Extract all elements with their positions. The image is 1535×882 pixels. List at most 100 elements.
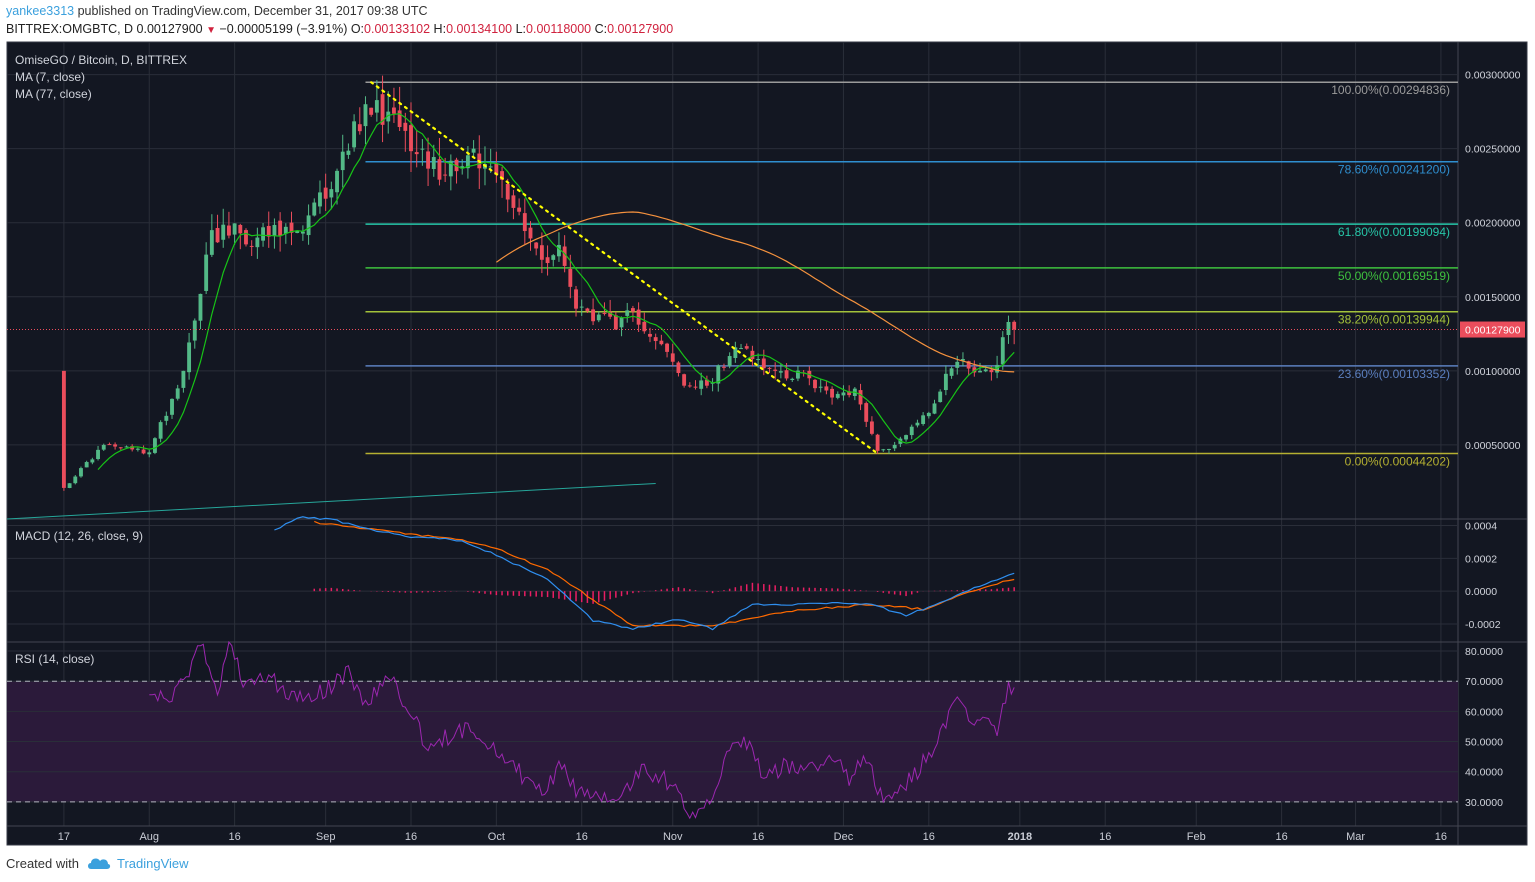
candle-down bbox=[773, 369, 778, 371]
x-tick-label: 16 bbox=[1275, 831, 1287, 843]
candle-up bbox=[318, 192, 322, 207]
candle-down bbox=[437, 159, 442, 180]
candle-down bbox=[380, 94, 385, 125]
candle-down bbox=[858, 390, 863, 405]
candle-down bbox=[403, 122, 408, 131]
candle-up bbox=[932, 403, 937, 414]
last-price-label: 0.00127900 bbox=[1465, 325, 1521, 337]
candle-down bbox=[568, 268, 573, 287]
candle-up bbox=[943, 373, 948, 391]
candle-up bbox=[1000, 337, 1005, 365]
candle-down bbox=[585, 308, 590, 312]
candle-down bbox=[414, 152, 419, 155]
candle-up bbox=[733, 347, 738, 358]
x-tick-label: 2018 bbox=[1008, 831, 1032, 843]
x-tick-label: Sep bbox=[316, 831, 336, 843]
created-with-text: Created with bbox=[6, 856, 79, 871]
low-value: 0.00118000 bbox=[526, 22, 592, 36]
fib-level-label: 23.60%(0.00103352) bbox=[1338, 367, 1450, 381]
candle-down bbox=[238, 224, 243, 234]
candle-up bbox=[448, 160, 453, 177]
candle-down bbox=[61, 370, 66, 488]
candle-down bbox=[847, 391, 852, 396]
rsi-tick-label: 40.0000 bbox=[1465, 767, 1503, 779]
candle-down bbox=[266, 225, 271, 237]
candle-up bbox=[192, 320, 197, 341]
candle-down bbox=[966, 361, 971, 369]
candle-up bbox=[790, 378, 795, 381]
ma77-legend: MA (77, close) bbox=[15, 87, 92, 101]
down-triangle-icon: ▼ bbox=[206, 25, 216, 36]
candle-up bbox=[352, 121, 357, 148]
candle-down bbox=[511, 195, 516, 208]
rsi-tick-label: 80.0000 bbox=[1465, 646, 1503, 658]
candle-down bbox=[397, 110, 402, 128]
candle-up bbox=[124, 446, 129, 448]
candle-up bbox=[835, 393, 840, 398]
candle-up bbox=[579, 306, 584, 308]
price-tick-label: 0.00050000 bbox=[1465, 440, 1521, 452]
x-tick-label: 16 bbox=[752, 831, 764, 843]
price-tick-label: 0.00200000 bbox=[1465, 218, 1521, 230]
symbol-info: BITTREX:OMGBTC, D 0.00127900 ▼ −0.000051… bbox=[6, 22, 673, 36]
candle-up bbox=[926, 412, 931, 417]
candle-down bbox=[591, 309, 596, 322]
candle-up bbox=[90, 459, 95, 463]
candle-up bbox=[949, 368, 954, 376]
fib-trend-line bbox=[370, 81, 879, 455]
price-tick-label: 0.00150000 bbox=[1465, 292, 1521, 304]
candle-down bbox=[813, 379, 817, 389]
candle-down bbox=[107, 444, 112, 446]
candle-down bbox=[659, 340, 664, 345]
candle-down bbox=[522, 213, 527, 232]
candle-up bbox=[938, 391, 943, 403]
candle-down bbox=[665, 343, 669, 352]
rsi-tick-label: 30.0000 bbox=[1465, 797, 1503, 809]
price-tick-label: 0.00100000 bbox=[1465, 366, 1521, 378]
candle-up bbox=[619, 317, 624, 328]
tradingview-link[interactable]: TradingView bbox=[116, 856, 189, 871]
candle-up bbox=[147, 452, 152, 455]
support-trend-line bbox=[6, 482, 656, 520]
candle-down bbox=[824, 386, 829, 391]
x-tick-label: Mar bbox=[1346, 831, 1365, 843]
candle-up bbox=[431, 157, 436, 169]
candle-down bbox=[682, 374, 687, 386]
candle-up bbox=[261, 227, 265, 241]
candle-down bbox=[989, 369, 994, 373]
candle-up bbox=[135, 448, 140, 450]
candle-down bbox=[226, 225, 231, 236]
publish-text: published on TradingView.com, December 3… bbox=[74, 4, 428, 18]
candle-down bbox=[761, 358, 766, 369]
high-label: H: bbox=[430, 22, 447, 36]
candle-down bbox=[494, 163, 499, 175]
candle-up bbox=[892, 444, 897, 449]
candle-up bbox=[1006, 321, 1011, 336]
candle-down bbox=[539, 245, 544, 260]
candle-up bbox=[796, 370, 800, 379]
author-link[interactable]: yankee3313 bbox=[6, 4, 75, 18]
candle-up bbox=[363, 104, 368, 127]
candle-up bbox=[921, 415, 926, 424]
candle-down bbox=[562, 246, 567, 266]
fib-level-label: 50.00%(0.00169519) bbox=[1338, 269, 1450, 283]
low-label: L: bbox=[512, 22, 527, 36]
close-label: C: bbox=[591, 22, 608, 36]
candle-up bbox=[716, 365, 721, 384]
candle-up bbox=[164, 415, 169, 421]
price-change: −0.00005199 (−3.91%) bbox=[216, 22, 348, 36]
x-tick-label: Nov bbox=[663, 831, 683, 843]
ma77-line bbox=[496, 211, 1015, 373]
candle-up bbox=[96, 449, 100, 460]
rsi-tick-label: 50.0000 bbox=[1465, 737, 1503, 749]
candle-down bbox=[528, 227, 533, 239]
candle-up bbox=[778, 371, 783, 373]
candle-down bbox=[113, 444, 118, 447]
last-price-tag bbox=[1460, 321, 1525, 338]
price-tick-label: 0.00250000 bbox=[1465, 144, 1521, 156]
candle-down bbox=[357, 124, 362, 132]
candle-down bbox=[141, 449, 146, 454]
macd-tick-label: 0.0002 bbox=[1465, 553, 1497, 565]
candle-down bbox=[409, 125, 413, 152]
